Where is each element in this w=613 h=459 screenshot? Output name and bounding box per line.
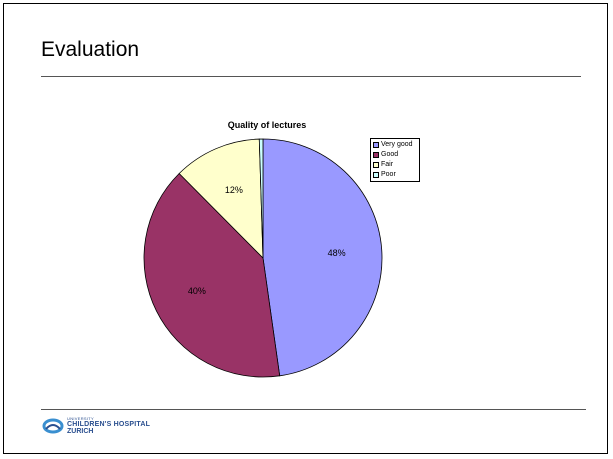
title-divider <box>41 76 581 77</box>
pie-slice-fair <box>178 138 264 260</box>
logo-sub-text: ZURICH <box>67 428 94 435</box>
hospital-logo: UNIVERSITY CHILDREN'S HOSPITAL ZURICH <box>42 417 150 435</box>
footer-divider <box>41 409 586 410</box>
legend-item: Very good <box>373 140 418 150</box>
pie-data-label: 48% <box>328 248 346 258</box>
pie-data-label: 40% <box>188 286 206 296</box>
legend-label: Poor <box>381 171 396 178</box>
pie-slice-good <box>143 172 281 378</box>
pie-chart: 48% 40% 12% <box>143 138 383 378</box>
legend-swatch <box>373 162 379 168</box>
logo-small-text: UNIVERSITY <box>67 416 95 421</box>
legend-item: Fair <box>373 160 418 170</box>
logo-main-text: CHILDREN'S HOSPITAL <box>67 421 151 428</box>
pie-slice-poor <box>258 138 264 259</box>
legend-label: Fair <box>381 161 394 168</box>
legend-swatch <box>373 152 379 158</box>
chart-legend: Very good Good Fair Poor <box>370 138 420 182</box>
pie-slice-very-good <box>262 138 383 377</box>
legend-label: Very good <box>381 141 413 148</box>
legend-label: Good <box>381 151 399 158</box>
legend-item: Poor <box>373 170 418 180</box>
chart-title: Quality of lectures <box>227 120 307 130</box>
pie-data-label: 12% <box>225 185 243 195</box>
hospital-logo-icon <box>42 418 64 434</box>
slide-title: Evaluation <box>41 38 140 61</box>
legend-swatch <box>373 142 379 148</box>
legend-swatch <box>373 172 379 178</box>
legend-item: Good <box>373 150 418 160</box>
slide: Evaluation Quality of lectures 48% 40% 12%… <box>3 3 608 454</box>
